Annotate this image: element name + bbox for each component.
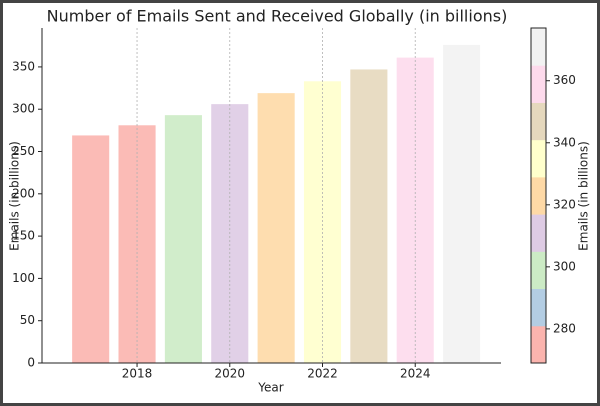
colorbar-band <box>531 102 546 141</box>
x-tick-label: 2022 <box>307 367 338 381</box>
bar <box>164 115 202 363</box>
bar <box>257 93 295 363</box>
y-tick-label: 100 <box>12 271 35 285</box>
colorbar-band <box>531 214 546 252</box>
bar <box>72 135 110 363</box>
x-tick-label: 2020 <box>214 367 245 381</box>
colorbar-band <box>531 176 546 215</box>
y-tick-label: 0 <box>27 356 35 370</box>
bar <box>350 69 388 363</box>
colorbar-band <box>531 28 546 66</box>
colorbar-tick-label: 300 <box>553 259 576 273</box>
y-tick-label: 300 <box>12 102 35 116</box>
colorbar-band <box>531 65 546 103</box>
x-tick-label: 2024 <box>400 367 431 381</box>
colorbar-band <box>531 325 546 364</box>
y-tick-label: 50 <box>20 313 35 327</box>
colorbar-label: Emails (in billions) <box>577 141 591 251</box>
colorbar-band <box>531 251 546 290</box>
colorbar-band <box>531 139 546 178</box>
y-axis-label: Emails (in billions) <box>8 141 22 251</box>
x-tick-label: 2018 <box>122 367 153 381</box>
x-axis-label: Year <box>257 381 283 395</box>
colorbar-tick-label: 280 <box>553 321 576 335</box>
colorbar-frame <box>530 27 547 364</box>
bar <box>443 44 481 364</box>
y-tick-label: 150 <box>12 229 35 243</box>
colorbar-tick-label: 320 <box>553 197 576 211</box>
y-tick-label: 250 <box>12 144 35 158</box>
y-tick-label: 200 <box>12 186 35 200</box>
colorbar-tick-label: 340 <box>553 135 576 149</box>
y-tick-label: 350 <box>12 59 35 73</box>
chart-title: Number of Emails Sent and Received Globa… <box>47 7 508 26</box>
colorbar-tick-label: 360 <box>553 73 576 87</box>
colorbar-band <box>531 288 546 327</box>
